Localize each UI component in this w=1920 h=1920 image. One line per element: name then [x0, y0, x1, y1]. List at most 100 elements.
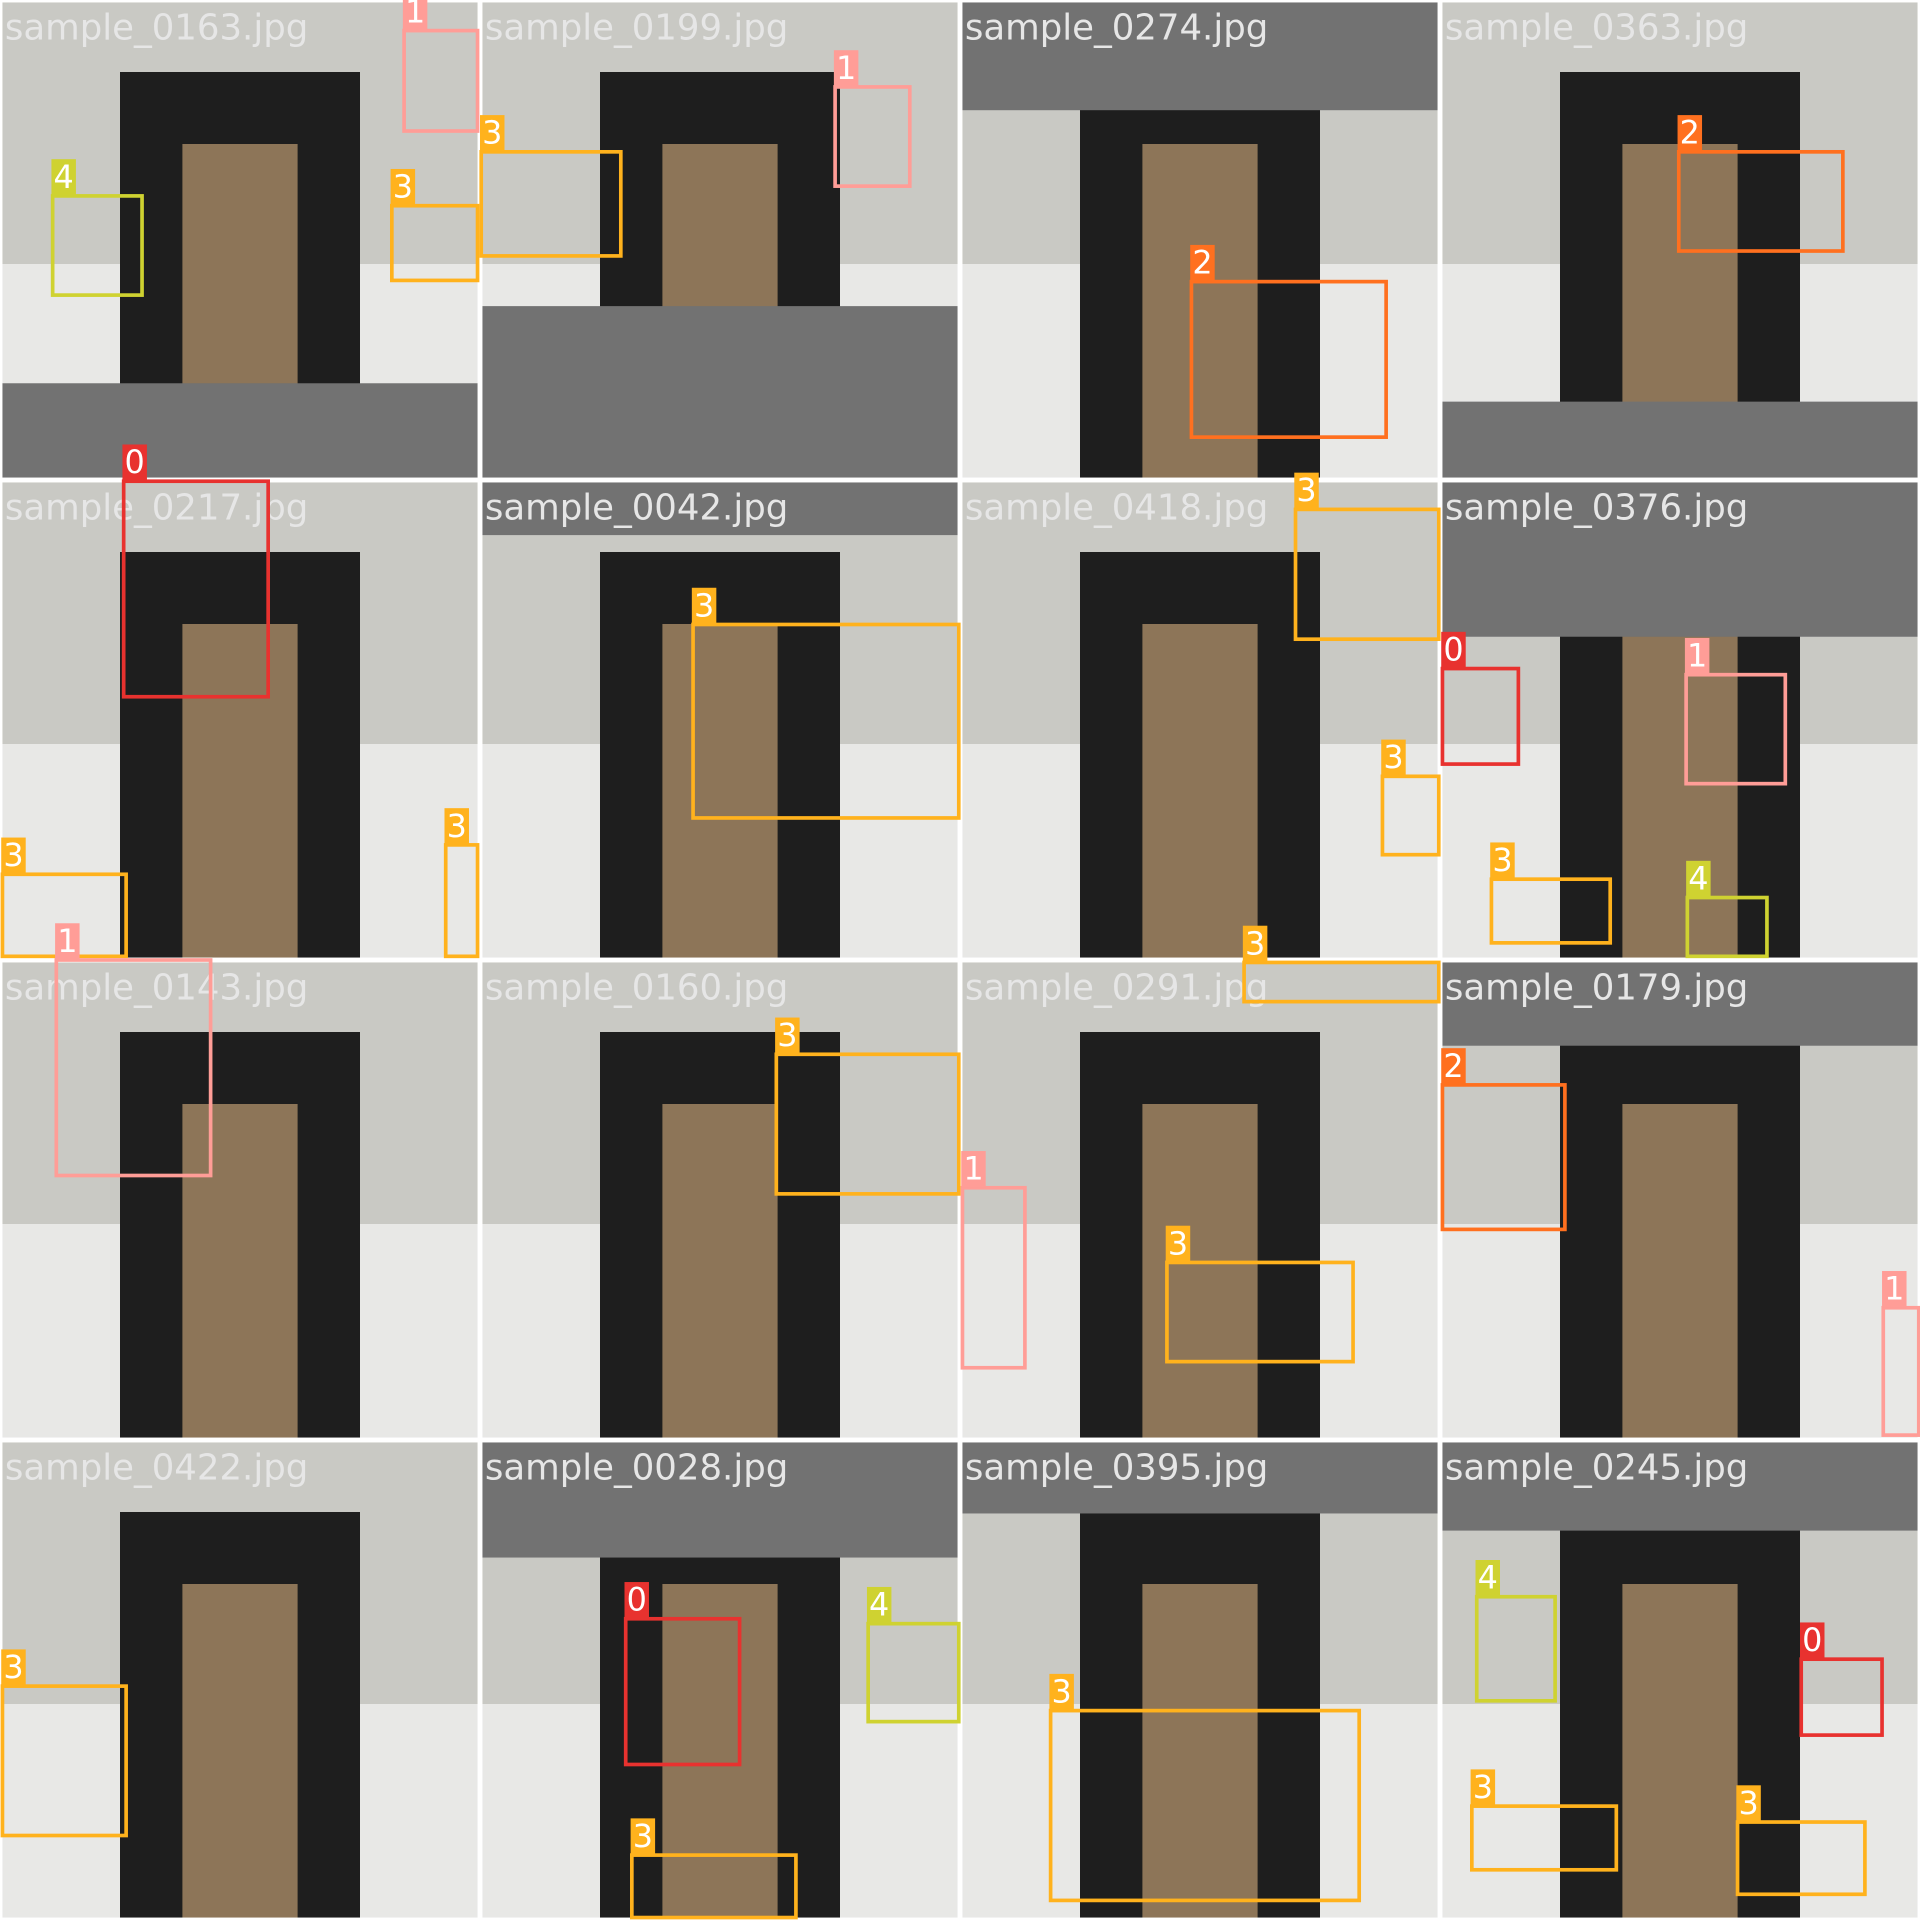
padding	[1440, 960, 1920, 1046]
class-tag	[833, 50, 859, 87]
class-label: 0	[627, 1581, 647, 1619]
tile: sample_0291.jpg	[960, 960, 1440, 1440]
filename: sample_0363.jpg	[1445, 7, 1748, 48]
bounding-box	[1440, 1083, 1567, 1232]
class-tag	[1736, 1785, 1761, 1823]
tile: sample_0143.jpg	[0, 960, 480, 1440]
bounding-box	[1380, 774, 1441, 857]
class-tag	[1441, 631, 1466, 669]
bounding-box	[1799, 1657, 1884, 1737]
bounding-box	[390, 203, 480, 283]
tile: sample_0217.jpg	[0, 480, 480, 960]
filename: sample_0160.jpg	[485, 967, 788, 1008]
class-tag	[1049, 1673, 1074, 1711]
tile-border	[1440, 0, 1920, 480]
class-label: 3	[1492, 841, 1512, 879]
class-label: 0	[1443, 630, 1463, 668]
bounding-box	[1676, 150, 1845, 253]
shirt	[1142, 1104, 1258, 1440]
class-label: 1	[405, 0, 425, 30]
tile: sample_0042.jpg	[480, 480, 960, 960]
class-label: 3	[1051, 1672, 1071, 1710]
class-tag	[444, 808, 469, 845]
tile-border	[960, 1440, 1440, 1920]
class-tag	[1441, 1048, 1466, 1085]
bounding-box	[121, 479, 270, 699]
class-tag	[1686, 860, 1711, 898]
padding	[480, 480, 960, 536]
shirt	[662, 624, 778, 960]
bounding-box	[1048, 1708, 1362, 1903]
filename: sample_0274.jpg	[965, 7, 1268, 48]
bounding-box	[1440, 666, 1521, 766]
padding	[1440, 480, 1920, 637]
class-label: 3	[482, 114, 502, 152]
bounding-box	[623, 1616, 742, 1767]
filename: sample_0245.jpg	[1445, 1447, 1748, 1488]
class-label: 3	[633, 1817, 653, 1855]
filename: sample_0395.jpg	[965, 1447, 1268, 1488]
shirt	[1142, 1584, 1258, 1920]
class-label: 4	[54, 158, 74, 196]
class-tag	[1677, 115, 1703, 152]
filename: sample_0422.jpg	[5, 1447, 308, 1488]
class-label: 1	[1687, 637, 1707, 675]
bounding-box	[1470, 1804, 1619, 1872]
class-tag	[961, 1151, 986, 1188]
class-label: 3	[1168, 1224, 1188, 1262]
tile: sample_0163.jpg	[0, 0, 480, 480]
class-label: 2	[1680, 114, 1700, 152]
class-tag	[624, 1582, 649, 1619]
class-label: 2	[1192, 243, 1212, 281]
class-label: 3	[1473, 1768, 1493, 1806]
tile: sample_0245.jpg	[1440, 1440, 1920, 1920]
class-tag	[1882, 1271, 1907, 1308]
filename: sample_0217.jpg	[5, 487, 308, 528]
class-tag	[1190, 244, 1215, 282]
class-tag	[866, 1586, 892, 1624]
bounding-box	[1684, 672, 1788, 786]
class-tag	[390, 168, 416, 206]
class-label: 0	[125, 443, 145, 481]
class-tag	[1242, 925, 1268, 963]
padding	[0, 383, 480, 480]
tile: sample_0376.jpg	[1440, 480, 1920, 960]
bounding-box	[54, 958, 213, 1178]
class-label: 3	[694, 586, 714, 624]
bounding-box	[1735, 1820, 1867, 1897]
padding	[480, 306, 960, 480]
bounding-box	[1189, 279, 1388, 439]
class-tag	[1, 1649, 26, 1687]
class-tag	[480, 115, 505, 152]
bounding-box	[0, 1684, 128, 1838]
bounding-box	[1293, 507, 1441, 642]
class-label: 0	[1802, 1621, 1822, 1659]
bounding-box	[630, 1853, 798, 1920]
class-label: 1	[836, 49, 856, 87]
tile-border	[1440, 1440, 1920, 1920]
class-label: 3	[1383, 738, 1403, 776]
class-label: 4	[1688, 859, 1708, 897]
bounding-box	[402, 28, 480, 133]
class-label: 1	[963, 1150, 983, 1188]
class-tag	[775, 1017, 800, 1055]
shirt	[1142, 144, 1258, 480]
shirt	[1622, 1584, 1738, 1920]
padding	[1440, 401, 1920, 480]
filename: sample_0143.jpg	[5, 967, 308, 1008]
tile: sample_0418.jpg	[960, 480, 1440, 960]
tile-border	[960, 0, 1440, 480]
tile: sample_0274.jpg	[960, 0, 1440, 480]
tile: sample_0028.jpg	[480, 1440, 960, 1920]
bounding-box	[774, 1052, 961, 1196]
shirt	[662, 1104, 778, 1440]
class-tag	[122, 444, 147, 482]
filename: sample_0163.jpg	[5, 7, 308, 48]
class-tag	[402, 0, 428, 31]
filename: sample_0418.jpg	[965, 487, 1268, 528]
bounding-box	[691, 622, 961, 820]
class-label: 3	[1296, 471, 1316, 509]
bounding-box	[479, 150, 623, 258]
tile: sample_0422.jpg	[0, 1440, 480, 1920]
